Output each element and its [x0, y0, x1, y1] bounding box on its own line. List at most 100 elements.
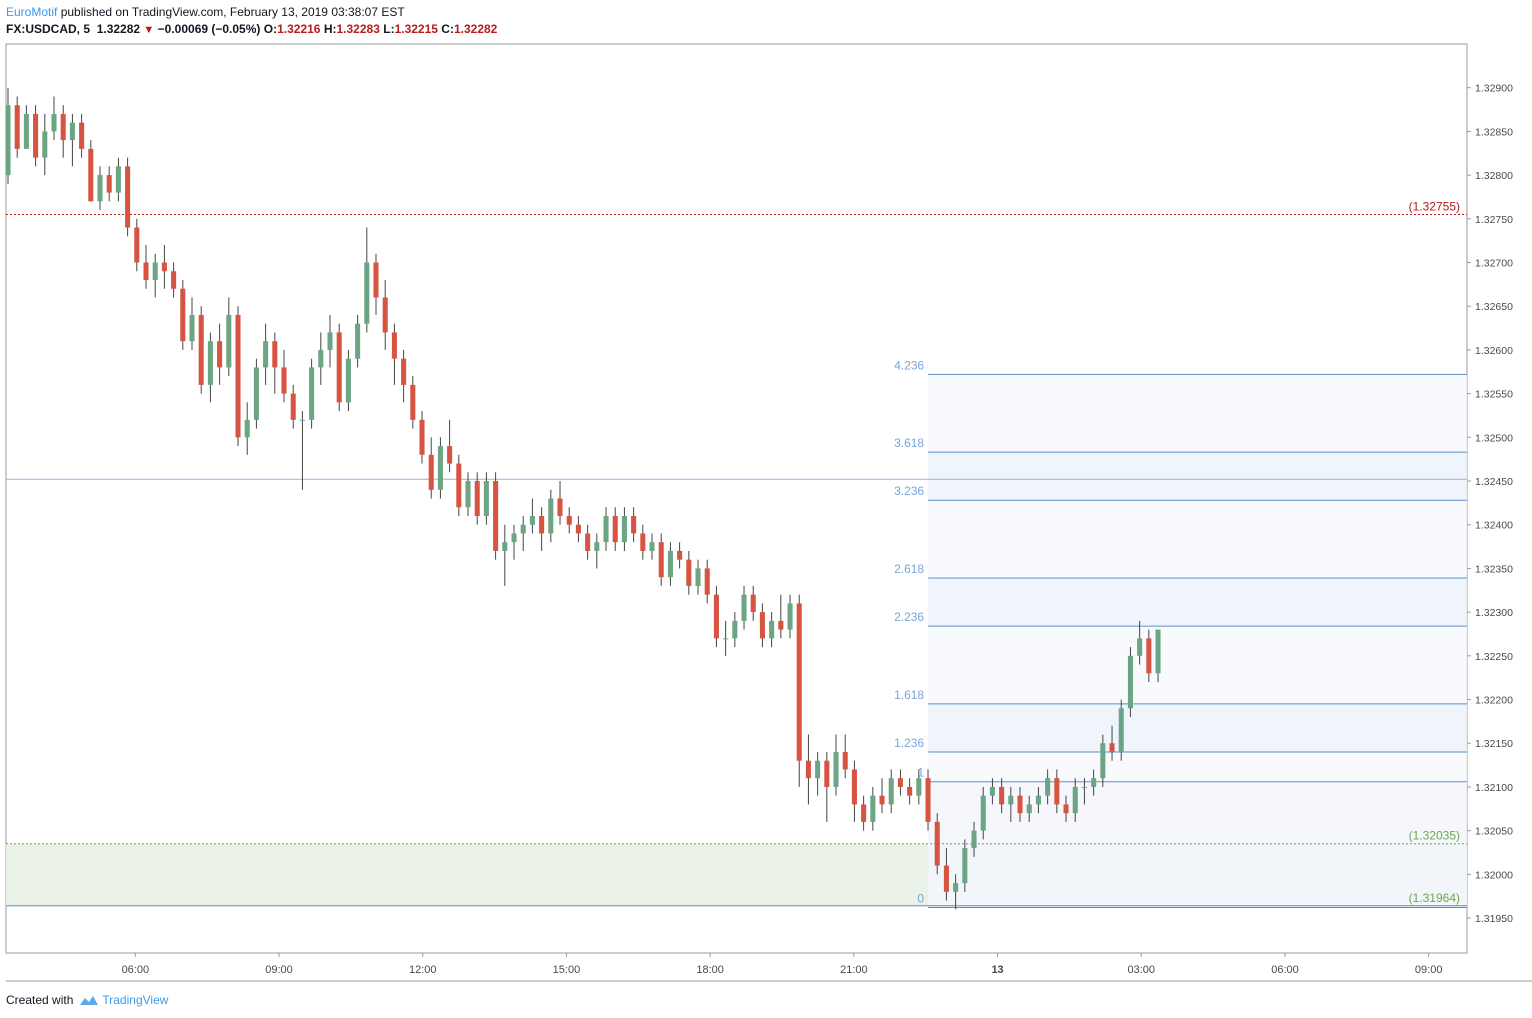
candle-up — [1072, 786, 1078, 814]
candle-up — [971, 830, 977, 849]
candle-down — [171, 271, 177, 289]
candle-down — [713, 594, 719, 639]
candle-up — [695, 568, 701, 586]
price-level-label: (1.32755) — [1409, 199, 1460, 213]
candle-down — [428, 454, 434, 490]
candle-up — [437, 446, 443, 490]
high-label: H: — [323, 22, 337, 36]
candle-down — [180, 288, 186, 342]
candle-up — [299, 419, 305, 421]
candle-down — [33, 113, 39, 158]
candle-down — [879, 795, 885, 805]
y-tick-label: 1.32300 — [1475, 607, 1513, 619]
candle-down — [943, 865, 949, 892]
y-tick-label: 1.32650 — [1475, 301, 1513, 313]
publish-info: EuroMotif published on TradingView.com, … — [6, 4, 405, 20]
candle-up — [1035, 795, 1041, 805]
price-level-label: (1.32035) — [1409, 829, 1460, 843]
candle-down — [1109, 743, 1115, 752]
candle-up — [1026, 804, 1032, 814]
y-tick-label: 1.32000 — [1475, 869, 1513, 881]
candle-down — [1054, 778, 1060, 805]
candle-down — [686, 559, 692, 586]
candle-down — [796, 603, 802, 761]
candle-up — [1127, 655, 1133, 709]
candle-down — [631, 515, 637, 534]
x-tick-label: 09:00 — [1415, 964, 1443, 976]
candle-down — [419, 419, 425, 455]
x-tick-label: 18:00 — [696, 964, 724, 976]
candle-up — [732, 620, 738, 639]
y-tick-label: 1.32050 — [1475, 826, 1513, 838]
x-tick-label: 09:00 — [265, 964, 293, 976]
published-text: published on TradingView.com, February 1… — [60, 5, 405, 19]
candle-up — [97, 175, 103, 202]
candle-down — [1146, 638, 1152, 674]
candle-down — [373, 262, 379, 298]
candle-up — [23, 113, 29, 149]
candle-down — [907, 786, 913, 796]
x-tick-label: 15:00 — [553, 964, 581, 976]
fib-level-label: 1.618 — [894, 688, 924, 702]
candle-down — [934, 821, 940, 866]
candle-up — [1155, 629, 1161, 674]
fib-level-label: 1.236 — [894, 736, 924, 750]
candle-up — [309, 367, 315, 420]
candle-down — [704, 568, 710, 595]
candle-up — [263, 341, 269, 368]
candle-up — [189, 314, 195, 342]
y-tick-label: 1.32900 — [1475, 83, 1513, 95]
candle-up — [51, 113, 57, 132]
x-tick-label: 06:00 — [1271, 964, 1299, 976]
candle-up — [815, 760, 821, 779]
y-tick-label: 1.32750 — [1475, 214, 1513, 226]
candle-down — [677, 550, 683, 560]
author-link[interactable]: EuroMotif — [6, 5, 58, 19]
candle-up — [465, 481, 471, 508]
candle-up — [345, 358, 351, 403]
fib-band — [928, 374, 1467, 453]
x-tick-label: 13 — [991, 964, 1003, 976]
candle-down — [14, 105, 20, 149]
candle-up — [483, 481, 489, 516]
candle-up — [870, 795, 876, 822]
candle-up — [529, 515, 535, 525]
candle-down — [447, 446, 453, 464]
candle-up — [833, 751, 839, 787]
fib-level-label: 4.236 — [894, 358, 924, 372]
candle-down — [842, 751, 848, 770]
candle-down — [88, 148, 94, 202]
fib-band — [928, 578, 1467, 627]
candle-down — [235, 314, 241, 438]
open-label: O: — [263, 22, 278, 36]
candle-up — [1008, 795, 1014, 805]
tradingview-cloud-icon[interactable] — [78, 994, 100, 1006]
candle-down — [106, 175, 112, 193]
y-tick-label: 1.32700 — [1475, 258, 1513, 270]
candle-down — [851, 769, 857, 805]
triangle-down-icon: ▼ — [143, 24, 155, 36]
candle-down — [217, 341, 223, 368]
candle-down — [272, 341, 278, 368]
candle-down — [1017, 795, 1023, 814]
candle-up — [5, 105, 11, 176]
candle-down — [539, 515, 545, 534]
candle-up — [253, 367, 259, 420]
candle-up — [980, 795, 986, 831]
candle-down — [861, 804, 867, 822]
y-tick-label: 1.32850 — [1475, 126, 1513, 138]
candle-up — [962, 848, 968, 884]
y-tick-label: 1.32100 — [1475, 782, 1513, 794]
candle-down — [612, 515, 618, 543]
candle-down — [575, 524, 581, 534]
tradingview-brand[interactable]: TradingView — [102, 993, 169, 1007]
candle-down — [60, 113, 66, 141]
fib-band — [928, 703, 1467, 752]
fib-level-label: 2.236 — [894, 610, 924, 624]
low-value: 1.32215 — [394, 22, 438, 36]
candle-up — [594, 542, 600, 551]
high-value: 1.32283 — [336, 22, 380, 36]
candle-up — [511, 533, 517, 543]
candle-up — [520, 524, 526, 534]
